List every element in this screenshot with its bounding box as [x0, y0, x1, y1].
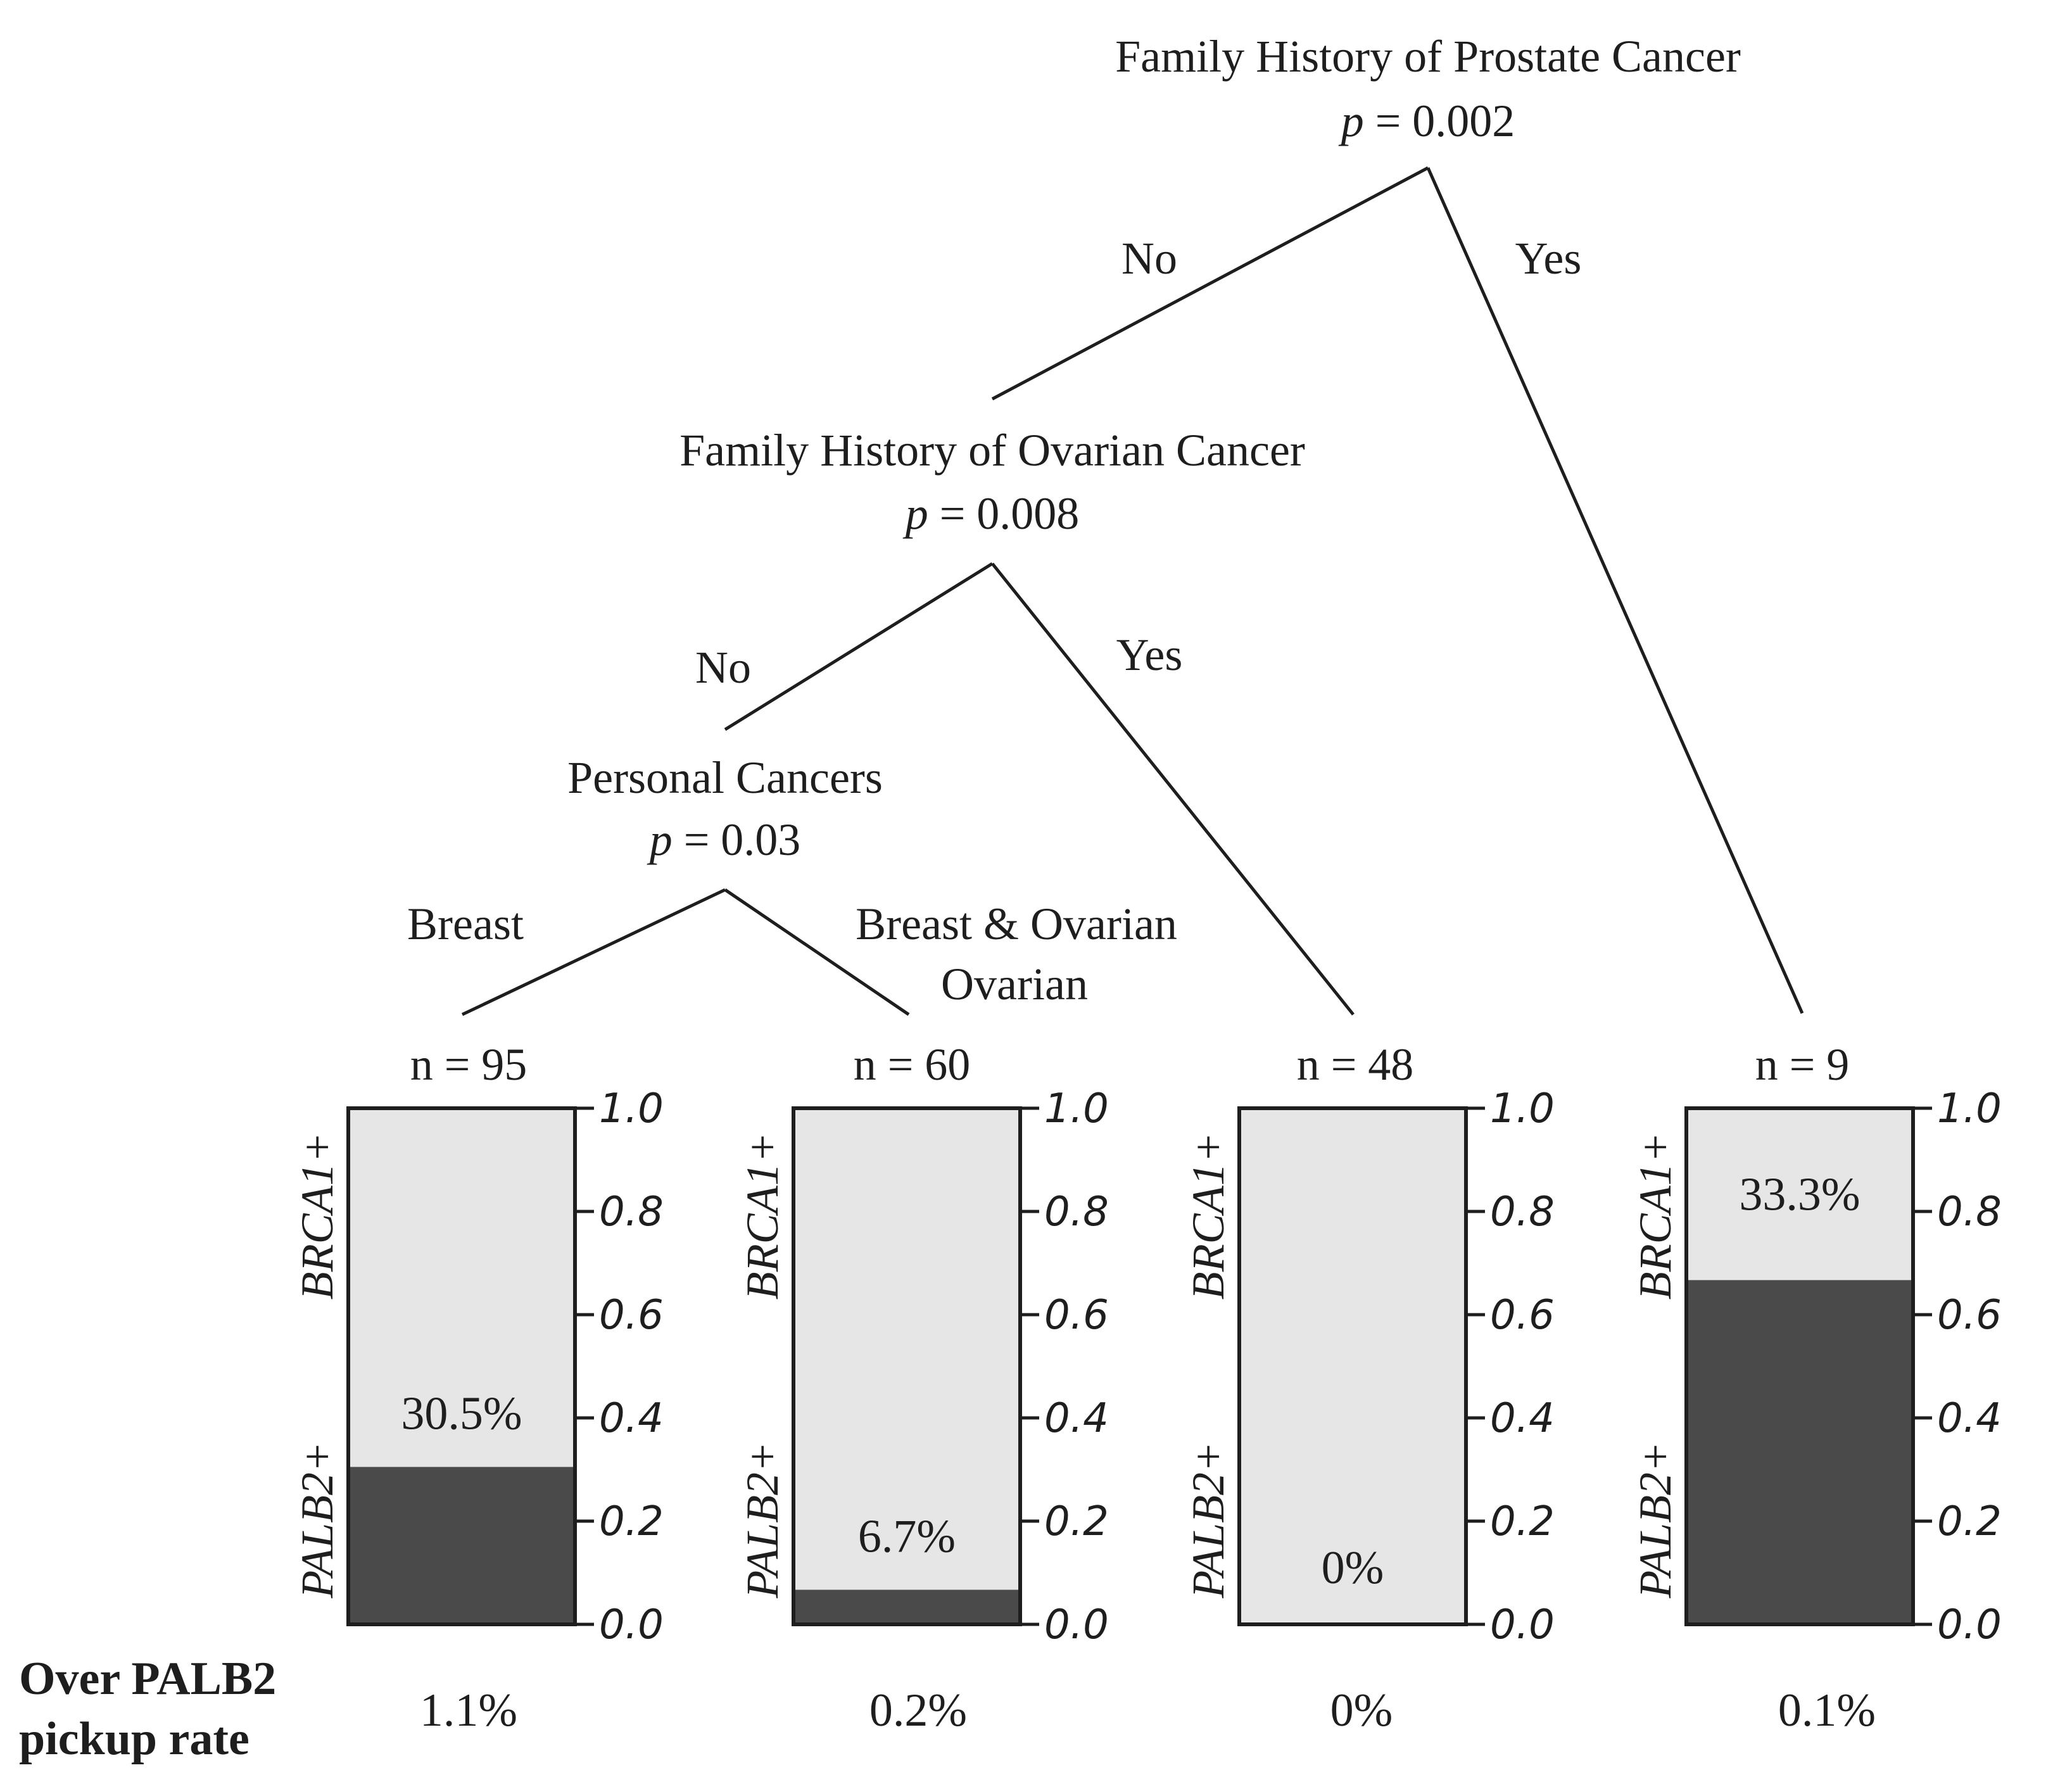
- edge-ovarian-no: [724, 562, 994, 731]
- bar-frame: [1237, 1106, 1468, 1626]
- bar-segment-brca1: [793, 1108, 1020, 1590]
- n-label: n = 9: [1755, 1039, 1850, 1090]
- brca1-label: BRCA1+: [1630, 1132, 1681, 1300]
- edge-label-personal-ovarian: Ovarian: [941, 959, 1088, 1009]
- y-tick-label: 0.0: [1044, 1602, 1109, 1648]
- palb2-label: PALB2+: [737, 1441, 788, 1598]
- y-tick-label: 0.8: [1490, 1189, 1555, 1236]
- palb2-label: PALB2+: [1630, 1441, 1681, 1598]
- brca1-label: BRCA1+: [737, 1132, 788, 1300]
- edge-label-root-no: No: [1121, 233, 1177, 284]
- y-tick-label: 0.6: [599, 1292, 664, 1339]
- edge-labels: No Yes No Yes Breast Breast & Ovarian Ov…: [407, 233, 1581, 1009]
- node-root-pvalue: p = 0.002: [1338, 96, 1515, 146]
- pickup-rate-value: 0.1%: [1778, 1685, 1876, 1736]
- footer-title-line1: Over PALB2: [19, 1653, 276, 1705]
- pickup-rate-value: 0.2%: [869, 1685, 967, 1736]
- y-tick-label: 0.8: [1044, 1189, 1109, 1236]
- edge-personal-breast-ovarian: [724, 888, 910, 1016]
- n-label: n = 48: [1297, 1039, 1414, 1090]
- y-tick-label: 0.4: [1937, 1395, 2002, 1442]
- brca1-label: BRCA1+: [1183, 1132, 1234, 1300]
- footer-title-line2: pickup rate: [19, 1713, 250, 1765]
- node-root-title: Family History of Prostate Cancer: [1115, 31, 1741, 82]
- bar-segment-brca1: [1239, 1108, 1466, 1624]
- tree-edges: [461, 166, 1804, 1016]
- y-tick-label: 0.4: [1490, 1395, 1555, 1442]
- n-label: n = 95: [410, 1039, 527, 1090]
- palb2-label: PALB2+: [292, 1441, 343, 1598]
- y-tick-label: 0.6: [1044, 1292, 1109, 1339]
- node-personal-title: Personal Cancers: [567, 752, 883, 803]
- stacked-bar-charts: 0.0 0.2 0.4 0.6 0.8 1.0 n = 95 30.5% BRCA1+ PALB2…: [292, 1039, 2002, 1736]
- edge-ovarian-yes: [991, 562, 1355, 1016]
- node-ovarian-pvalue: p = 0.008: [902, 488, 1080, 539]
- edge-personal-breast: [461, 888, 726, 1016]
- edge-label-root-yes: Yes: [1515, 233, 1582, 284]
- y-tick-label: 0.0: [1937, 1602, 2002, 1648]
- y-tick-label: 0.8: [599, 1189, 664, 1236]
- y-tick-label: 1.0: [599, 1085, 664, 1132]
- bar-frame: [792, 1106, 1022, 1626]
- bar-segment-palb2: [1686, 1280, 1913, 1624]
- y-tick-label: 0.2: [1937, 1498, 2002, 1545]
- bar-segment-palb2: [793, 1590, 1020, 1624]
- y-tick-label: 0.8: [1937, 1189, 2002, 1236]
- edge-label-ovarian-no: No: [695, 642, 751, 693]
- bar-frame: [346, 1106, 577, 1626]
- node-personal-pvalue: p = 0.03: [647, 814, 801, 865]
- y-tick-label: 0.4: [1044, 1395, 1109, 1442]
- edge-label-personal-breast: Breast: [407, 899, 524, 949]
- y-tick-label: 1.0: [1490, 1085, 1555, 1132]
- node-ovarian-title: Family History of Ovarian Cancer: [679, 425, 1305, 476]
- node-personal: Personal Cancers p = 0.03: [567, 752, 883, 865]
- n-label: n = 60: [854, 1039, 971, 1090]
- bar-segment-brca1: [348, 1108, 575, 1467]
- percent-label: 30.5%: [401, 1388, 522, 1439]
- footer: Over PALB2 pickup rate: [19, 1653, 276, 1765]
- brca1-label: BRCA1+: [292, 1132, 343, 1300]
- y-tick-label: 0.2: [1490, 1498, 1555, 1545]
- pickup-rate-value: 0%: [1330, 1685, 1393, 1736]
- y-tick-label: 0.0: [1490, 1602, 1555, 1648]
- y-tick-label: 0.0: [599, 1602, 664, 1648]
- node-ovarian: Family History of Ovarian Cancer p = 0.0…: [679, 425, 1305, 539]
- bar-frame: [1684, 1106, 1915, 1626]
- y-tick-label: 0.6: [1490, 1292, 1555, 1339]
- pickup-rate-value: 1.1%: [420, 1685, 517, 1736]
- bar-segment-brca1: [1686, 1108, 1913, 1280]
- y-tick-label: 0.6: [1937, 1292, 2002, 1339]
- edge-root-yes: [1426, 167, 1804, 1015]
- bar-segment-palb2: [348, 1467, 575, 1624]
- y-tick-label: 0.4: [599, 1395, 664, 1442]
- edge-root-no: [991, 166, 1429, 401]
- percent-label: 6.7%: [858, 1510, 956, 1562]
- y-tick-label: 0.2: [599, 1498, 664, 1545]
- y-tick-label: 1.0: [1937, 1085, 2002, 1132]
- y-tick-label: 0.2: [1044, 1498, 1109, 1545]
- percent-label: 0%: [1322, 1542, 1384, 1594]
- edge-label-ovarian-yes: Yes: [1116, 629, 1183, 680]
- percent-label: 33.3%: [1739, 1169, 1860, 1221]
- palb2-label: PALB2+: [1183, 1441, 1234, 1598]
- node-root: Family History of Prostate Cancer p = 0.…: [1115, 31, 1741, 146]
- y-tick-label: 1.0: [1044, 1085, 1109, 1132]
- edge-label-personal-breast-ovarian: Breast & Ovarian: [856, 899, 1177, 949]
